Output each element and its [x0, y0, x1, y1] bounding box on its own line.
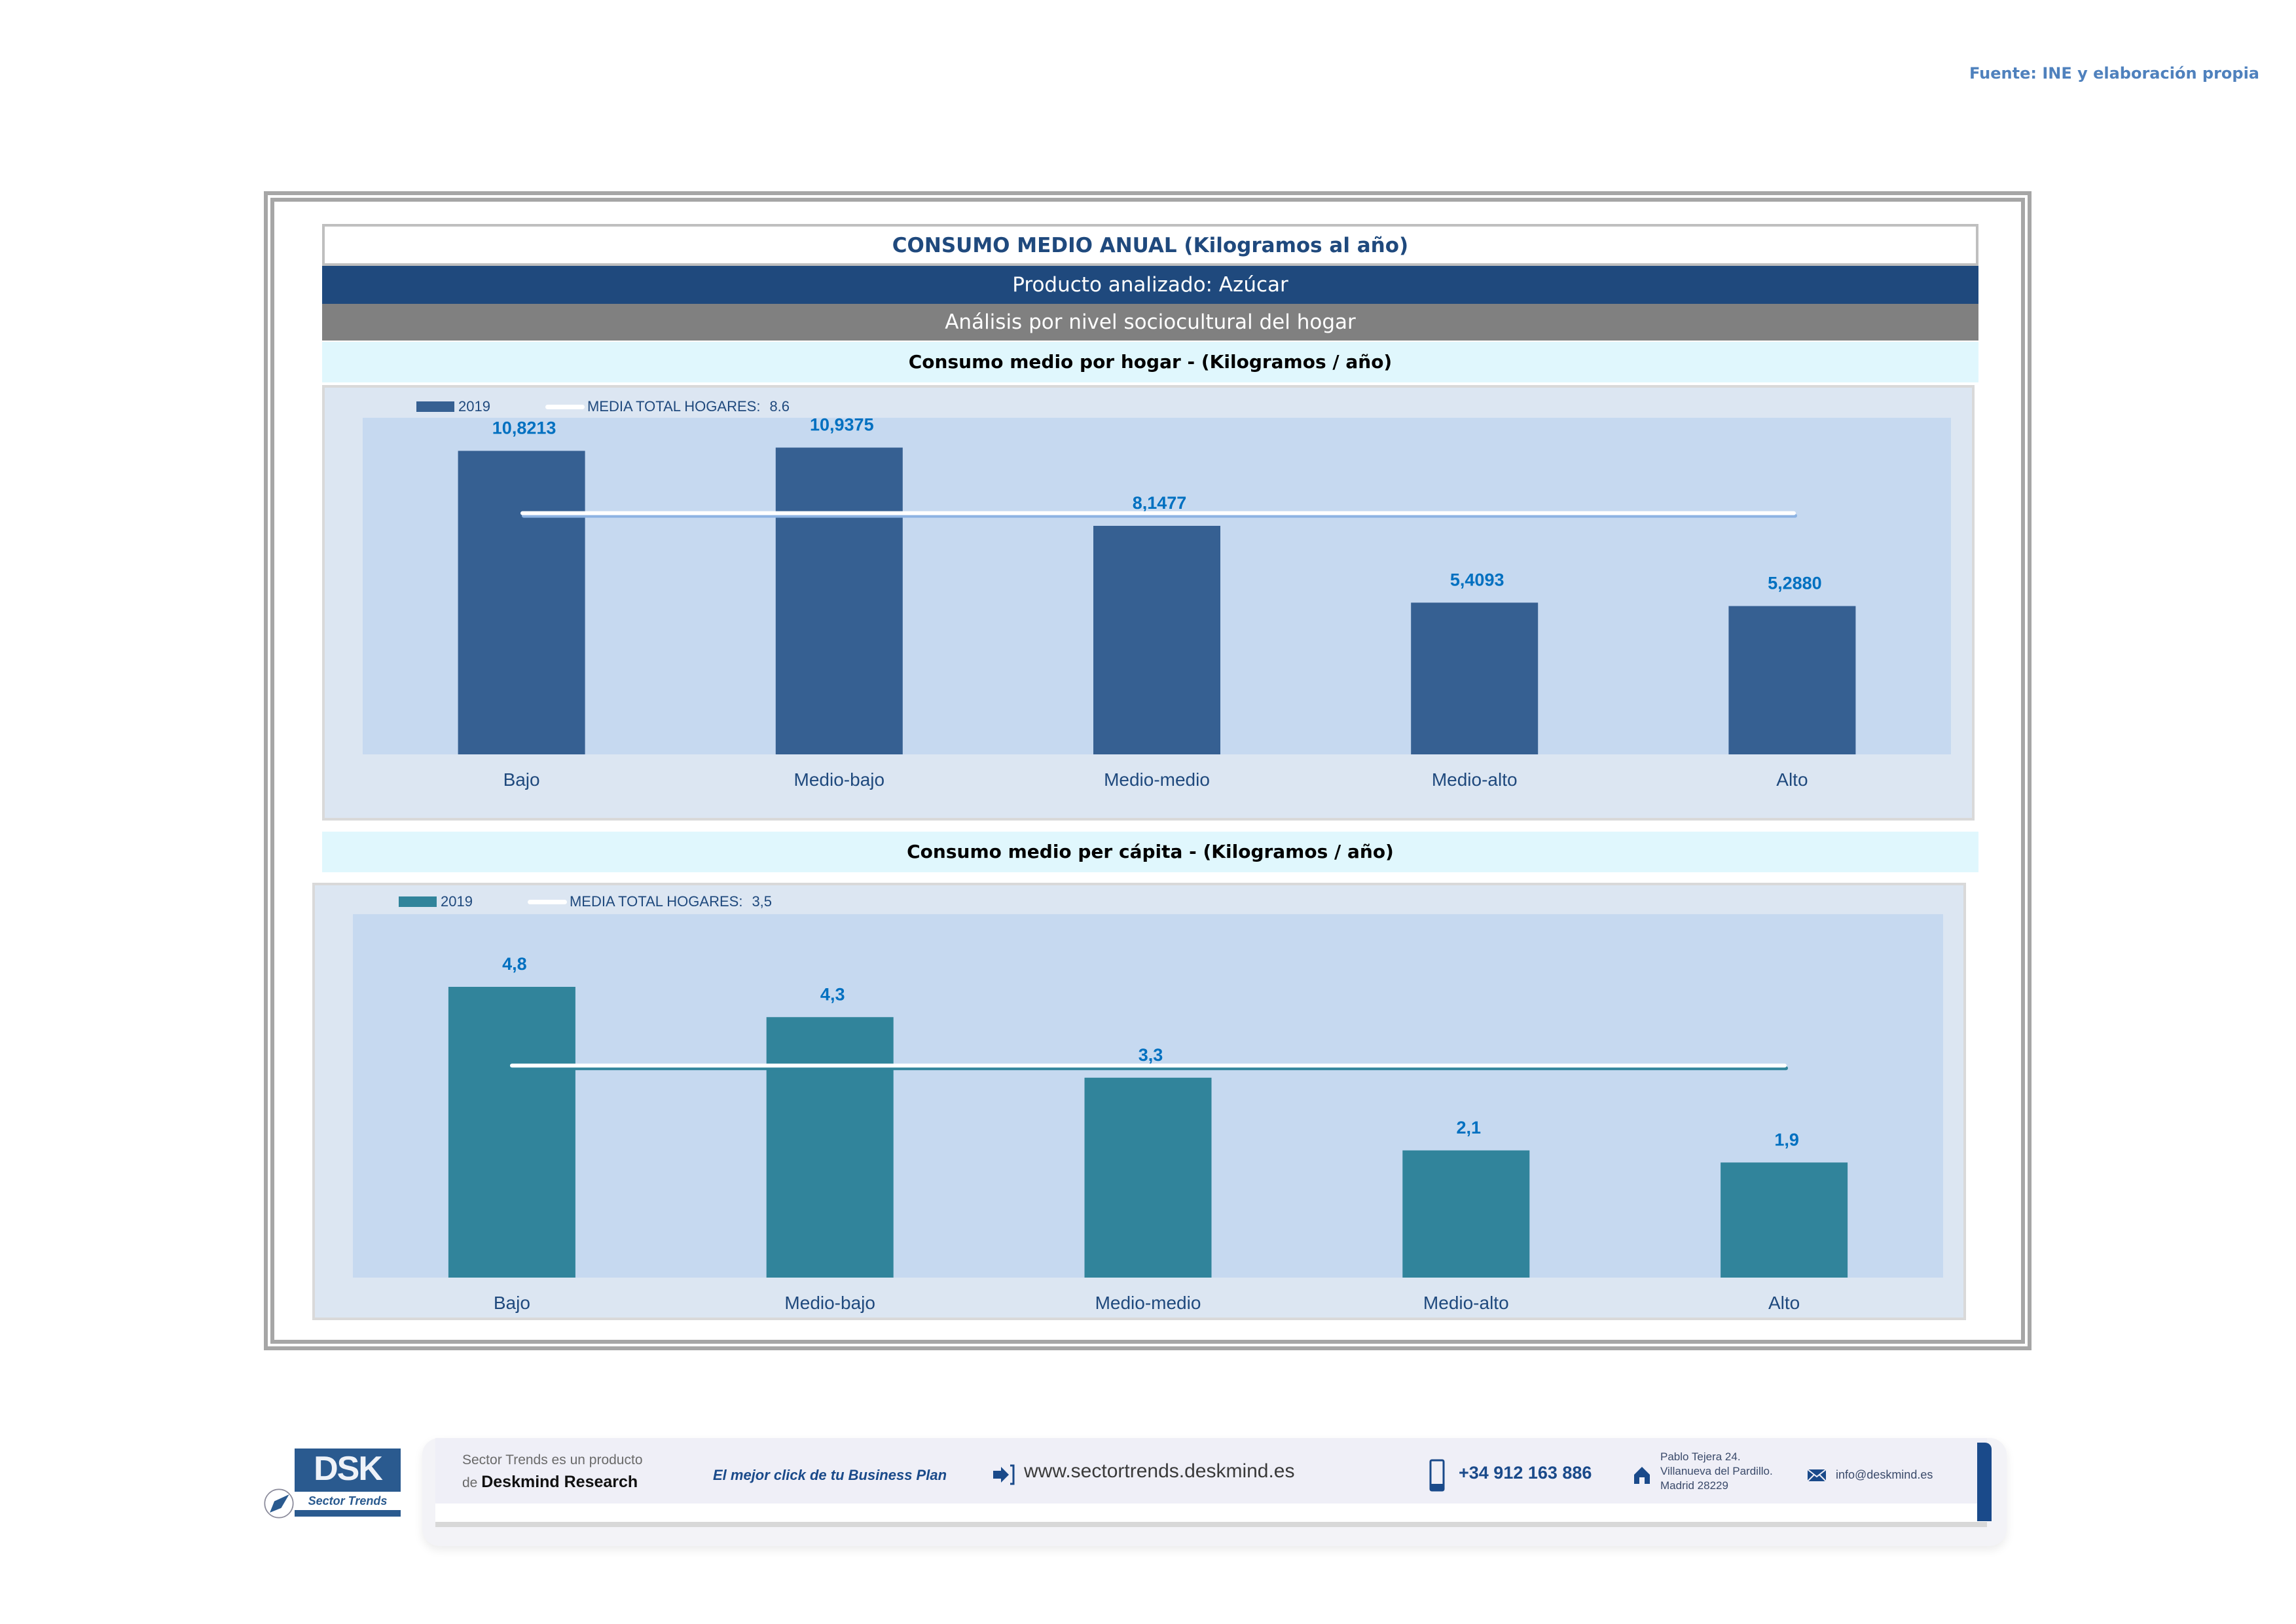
home-icon	[1634, 1467, 1650, 1484]
logo-sub-band	[295, 1492, 401, 1510]
chart2-data-label: 2,1	[1457, 1118, 1482, 1137]
footer-underline	[435, 1504, 1987, 1527]
chart1-title: Consumo medio por hogar - (Kilogramos / …	[322, 342, 1978, 382]
chart1-x-tick-label: Alto	[1776, 769, 1808, 790]
chart1-legend-mean-name: MEDIA TOTAL HOGARES:	[587, 398, 761, 415]
footer-tab-accent	[1977, 1443, 1992, 1521]
outer-frame	[264, 191, 2032, 1350]
chart1-bar-alto	[1728, 606, 1856, 754]
chart2-legend-line-swatch	[527, 899, 567, 904]
chart2-data-label: 1,9	[1774, 1130, 1799, 1149]
chart1-data-label: 10,8213	[492, 418, 556, 437]
inner-frame	[270, 198, 2025, 1344]
chart2-legend-mean-name: MEDIA TOTAL HOGARES:	[569, 893, 743, 910]
chart2-legend-mean-value: 3,5	[752, 893, 773, 910]
chart2-data-label: 4,8	[502, 954, 527, 974]
chart1-data-label: 10,9375	[810, 415, 874, 435]
dsk-logo: DSK Sector Trends	[295, 1449, 401, 1517]
chart2-bar-medio-medio	[1084, 1077, 1212, 1278]
chart1-bar-bajo	[458, 451, 585, 754]
chart1-bar-medio-bajo	[775, 447, 903, 754]
report-title: CONSUMO MEDIO ANUAL (Kilogramos al año)	[322, 224, 1978, 263]
chart1-x-tick-label: Medio-medio	[1104, 769, 1210, 790]
analysis-banner: Análisis por nivel sociocultural del hog…	[322, 304, 1978, 341]
chart1-legend-bar-swatch	[416, 401, 454, 412]
rocket-icon	[264, 1488, 294, 1519]
footer-brand: Deskmind Research	[481, 1473, 638, 1491]
chart1-legend-mean-value: 8.6	[769, 398, 790, 415]
source-note: Fuente: INE y elaboración propia	[1969, 64, 2259, 83]
chart2-x-tick-label: Bajo	[494, 1293, 530, 1313]
footer-email[interactable]: info@deskmind.es	[1836, 1468, 1933, 1481]
chart2-title: Consumo medio per cápita - (Kilogramos /…	[322, 832, 1978, 872]
footer-product-prefix: de	[462, 1475, 478, 1490]
footer-slogan: El mejor click de tu Business Plan	[713, 1467, 947, 1483]
chart1-x-tick-label: Medio-alto	[1432, 769, 1518, 790]
footer-phone[interactable]: +34 912 163 886	[1459, 1463, 1592, 1483]
chart2-x-tick-label: Alto	[1768, 1293, 1800, 1313]
chart2-data-label: 4,3	[820, 984, 845, 1004]
footer-product-line1: Sector Trends es un producto	[462, 1452, 643, 1467]
chart2-legend-bar-swatch	[399, 896, 437, 907]
chart2-bar-medio-alto	[1402, 1150, 1530, 1278]
footer-address-line3: Madrid 28229	[1660, 1479, 1728, 1492]
chart2-x-tick-label: Medio-alto	[1423, 1293, 1509, 1313]
chart1-legend: 2019 MEDIA TOTAL HOGARES: 8.6	[416, 398, 790, 415]
chart1-bar-medio-medio	[1093, 526, 1220, 754]
chart2-legend: 2019 MEDIA TOTAL HOGARES: 3,5	[399, 893, 772, 910]
footer-address-line2: Villanueva del Pardillo.	[1660, 1465, 1773, 1477]
chart2-x-tick-label: Medio-bajo	[784, 1293, 875, 1313]
product-banner: Producto analizado: Azúcar	[322, 263, 1978, 304]
envelope-icon	[1807, 1469, 1827, 1482]
chart1-bar-medio-alto	[1411, 602, 1539, 754]
chart2-bar-alto	[1721, 1162, 1848, 1278]
chart1-legend-line-swatch	[545, 404, 585, 409]
chart2-bar-bajo	[448, 987, 575, 1278]
chart2-legend-series: 2019	[441, 893, 473, 910]
mobile-phone-icon	[1429, 1459, 1445, 1492]
chart1-x-tick-label: Bajo	[503, 769, 540, 790]
link-arrow-icon	[993, 1464, 1015, 1485]
footer-website[interactable]: www.sectortrends.deskmind.es	[1024, 1460, 1295, 1482]
chart1-data-label: 5,4093	[1450, 570, 1504, 589]
chart2-x-tick-label: Medio-medio	[1095, 1293, 1201, 1313]
chart1-data-label: 5,2880	[1768, 573, 1822, 593]
chart1-legend-series: 2019	[458, 398, 490, 415]
logo-text: DSK	[314, 1450, 383, 1488]
chart1-x-tick-label: Medio-bajo	[794, 769, 885, 790]
logo-subtext: Sector Trends	[308, 1494, 388, 1507]
chart2-bar-medio-bajo	[766, 1017, 894, 1278]
chart1-data-label: 8,1477	[1133, 493, 1187, 513]
footer-band	[435, 1438, 1987, 1504]
footer-product-line2: de Deskmind Research	[462, 1472, 638, 1493]
footer-address-line1: Pablo Tejera 24.	[1660, 1450, 1741, 1463]
chart2-data-label: 3,3	[1139, 1045, 1163, 1065]
footer-address: Pablo Tejera 24. Villanueva del Pardillo…	[1660, 1450, 1773, 1493]
